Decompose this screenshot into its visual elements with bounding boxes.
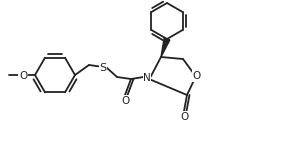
Text: O: O <box>122 96 130 106</box>
Polygon shape <box>161 38 170 57</box>
Text: O: O <box>181 112 189 122</box>
Text: S: S <box>100 63 107 73</box>
Text: O: O <box>19 71 27 81</box>
Text: O: O <box>193 71 201 81</box>
Text: N: N <box>143 73 151 83</box>
